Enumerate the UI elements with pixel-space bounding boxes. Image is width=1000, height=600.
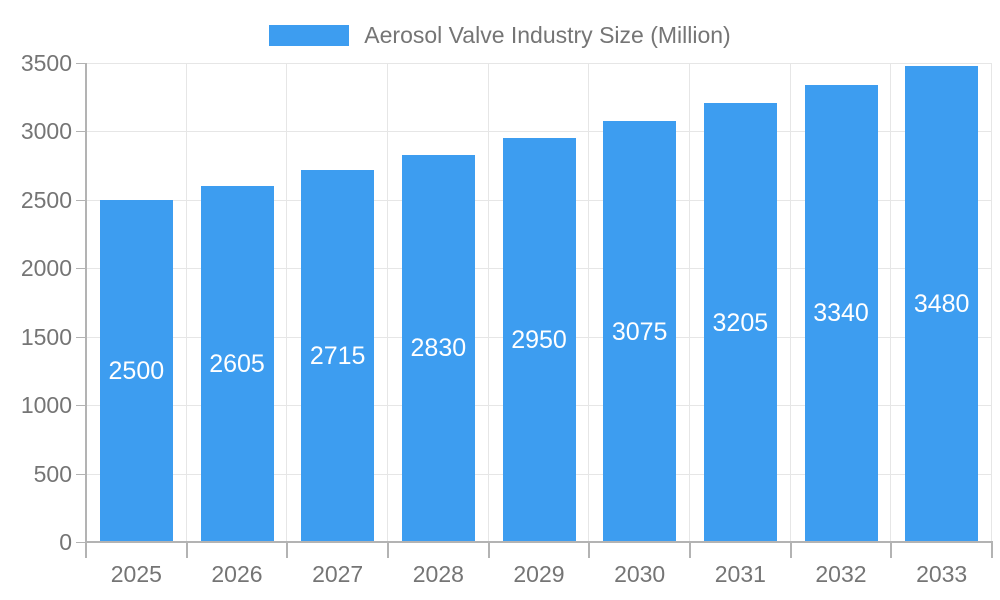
bar: 2830 (401, 154, 475, 542)
y-axis-tick-label: 2000 (20, 255, 72, 282)
vertical-gridline (286, 63, 287, 542)
y-axis-line (85, 63, 87, 542)
horizontal-gridline (86, 63, 992, 64)
bar: 3480 (905, 65, 979, 542)
x-axis-tick-label: 2032 (815, 561, 867, 587)
bar-value-label: 2830 (410, 334, 467, 363)
bar-value-label: 3480 (913, 289, 970, 318)
plot-area: 2500 2605 2715 2830 2950 3075 3205 3340 3480 (86, 63, 992, 542)
y-axis-tick-label: 3000 (20, 118, 72, 145)
y-axis-tick (76, 336, 86, 338)
bar-value-label: 2715 (309, 342, 366, 371)
bar-value-label: 2950 (511, 326, 567, 355)
bar: 3205 (703, 103, 777, 542)
bar-value-label: 3205 (712, 308, 769, 337)
x-axis-tick (689, 542, 691, 558)
horizontal-gridline (86, 131, 992, 133)
legend: Aerosol Valve Industry Size (Million) (0, 22, 1000, 49)
bar: 2605 (200, 185, 274, 542)
x-axis-tick-label: 2033 (916, 561, 968, 587)
vertical-gridline (387, 63, 388, 542)
x-axis-tick-label: 2025 (110, 561, 162, 587)
y-axis-tick (76, 473, 86, 475)
y-axis-tick (76, 542, 86, 543)
bar: 2715 (301, 170, 375, 542)
x-axis-tick-label: 2029 (513, 561, 565, 587)
bar-value-label: 2605 (209, 349, 265, 378)
y-axis-tick-label: 2500 (20, 186, 72, 213)
bar: 2500 (99, 199, 173, 542)
x-axis-tick-label: 2026 (211, 561, 263, 587)
bar-value-label: 2500 (108, 356, 165, 385)
y-axis-tick-label: 1000 (20, 392, 72, 419)
bar: 3340 (804, 84, 878, 542)
x-axis-tick (488, 542, 490, 558)
y-axis-tick (76, 199, 86, 201)
y-axis-tick-label: 500 (33, 460, 72, 487)
x-axis-tick (890, 542, 892, 558)
legend-swatch (269, 25, 350, 46)
y-axis-tick-label: 1500 (20, 323, 72, 350)
legend-label: Aerosol Valve Industry Size (Million) (364, 22, 731, 48)
y-axis-tick (76, 63, 86, 64)
y-axis-tick (76, 268, 86, 270)
x-axis-line (85, 541, 993, 543)
y-axis-tick-label: 0 (59, 529, 72, 555)
y-axis-tick-label: 3500 (20, 50, 72, 76)
x-axis-tick (387, 542, 389, 558)
x-axis-tick-label: 2027 (312, 561, 364, 587)
x-axis-tick (85, 542, 87, 558)
bar: 2950 (502, 138, 576, 542)
vertical-gridline (488, 63, 489, 542)
bar-value-label: 3075 (611, 317, 668, 346)
vertical-gridline (689, 63, 690, 542)
vertical-gridline (588, 63, 589, 542)
vertical-gridline (790, 63, 791, 542)
x-axis-tick (991, 542, 993, 558)
vertical-gridline (890, 63, 891, 542)
y-axis-tick (76, 405, 86, 407)
bar: 3075 (603, 121, 677, 542)
x-axis-tick-label: 2030 (614, 561, 666, 587)
x-axis-tick (790, 542, 792, 558)
x-axis-tick-label: 2028 (412, 561, 464, 587)
x-axis-tick (286, 542, 288, 558)
x-axis-tick (588, 542, 590, 558)
vertical-gridline (991, 63, 992, 542)
y-axis-tick (76, 131, 86, 133)
vertical-gridline (186, 63, 187, 542)
bar-value-label: 3340 (813, 299, 869, 328)
x-axis-tick-label: 2031 (714, 561, 766, 587)
x-axis-tick (186, 542, 188, 558)
